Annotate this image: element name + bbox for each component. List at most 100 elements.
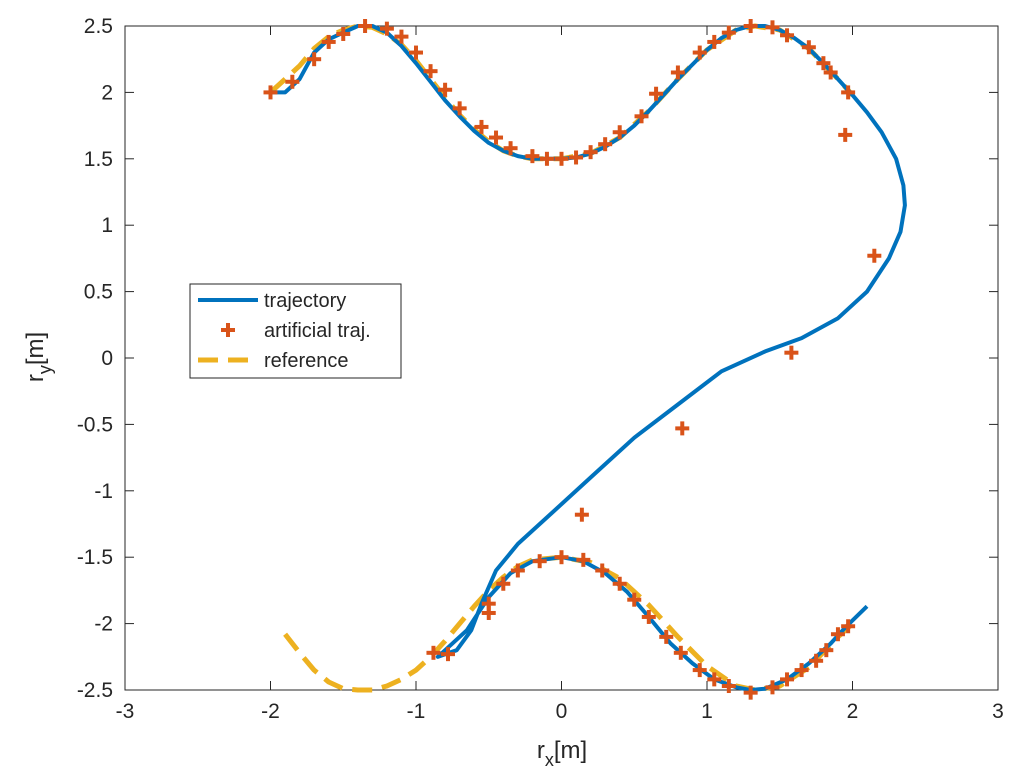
point-artificial-traj-15 bbox=[525, 149, 540, 164]
point-artificial-traj-9 bbox=[423, 64, 438, 79]
y-tick-label-2: -1.5 bbox=[77, 546, 113, 569]
point-artificial-traj-20 bbox=[598, 137, 613, 152]
point-artificial-traj-14 bbox=[503, 141, 518, 156]
x-tick-label-6: 3 bbox=[992, 700, 1004, 723]
point-artificial-traj-6 bbox=[379, 21, 394, 36]
x-tick-label-3: 0 bbox=[556, 700, 568, 723]
x-axis-label-main: r bbox=[537, 737, 545, 764]
y-tick-label-8: 1.5 bbox=[84, 148, 113, 171]
point-artificial-traj-59 bbox=[765, 680, 780, 695]
point-artificial-traj-44 bbox=[496, 576, 511, 591]
point-artificial-traj-47 bbox=[554, 550, 569, 565]
point-artificial-traj-29 bbox=[765, 20, 780, 35]
x-axis-ticks: -3 -2 -1 0 1 2 3 bbox=[116, 26, 1004, 723]
point-artificial-traj-64 bbox=[830, 627, 845, 642]
x-tick-label-5: 2 bbox=[847, 700, 859, 723]
point-artificial-traj-5 bbox=[358, 19, 373, 33]
point-artificial-traj-30 bbox=[780, 28, 795, 43]
point-artificial-traj-24 bbox=[670, 65, 685, 80]
point-artificial-traj-61 bbox=[794, 663, 809, 678]
series-trajectory-line bbox=[270, 24, 907, 692]
point-artificial-traj-46 bbox=[532, 554, 547, 569]
point-artificial-traj-7 bbox=[394, 29, 409, 44]
point-artificial-traj-8 bbox=[409, 45, 423, 60]
y-axis-label: ry[m] bbox=[22, 332, 55, 382]
x-tick-label-0: -3 bbox=[116, 700, 135, 723]
y-tick-label-1: -2 bbox=[94, 613, 113, 636]
point-artificial-traj-65 bbox=[841, 619, 856, 634]
point-artificial-traj-50 bbox=[612, 576, 627, 591]
y-axis-ticks: -2.5 -2 -1.5 -1 -0.5 0 0.5 1 1.5 2 2.5 bbox=[77, 15, 998, 702]
point-artificial-traj-39 bbox=[574, 507, 589, 522]
point-artificial-traj-60 bbox=[780, 672, 795, 687]
y-tick-label-6: 0.5 bbox=[84, 281, 113, 304]
series-layer bbox=[263, 19, 907, 700]
point-artificial-traj-17 bbox=[554, 151, 569, 166]
legend: trajectory artificial traj. reference bbox=[189, 283, 402, 379]
point-artificial-traj-62 bbox=[809, 653, 824, 668]
x-axis-label-subscript: x bbox=[545, 750, 554, 770]
point-artificial-traj-28 bbox=[743, 19, 758, 33]
point-artificial-traj-23 bbox=[649, 86, 664, 101]
legend-label-reference: reference bbox=[264, 350, 349, 372]
point-artificial-traj-4 bbox=[336, 26, 351, 41]
point-artificial-traj-13 bbox=[489, 130, 504, 145]
point-artificial-traj-16 bbox=[539, 151, 554, 166]
point-artificial-traj-37 bbox=[784, 345, 799, 360]
point-artificial-traj-12 bbox=[474, 119, 489, 134]
point-artificial-traj-55 bbox=[692, 663, 707, 678]
point-artificial-traj-27 bbox=[721, 25, 736, 40]
point-artificial-traj-45 bbox=[510, 563, 525, 578]
x-tick-label-2: -1 bbox=[407, 700, 426, 723]
y-tick-label-4: -0.5 bbox=[77, 413, 113, 436]
legend-label-trajectory: trajectory bbox=[264, 290, 346, 312]
point-artificial-traj-33 bbox=[823, 65, 838, 80]
y-tick-label-3: -1 bbox=[94, 480, 113, 503]
point-artificial-traj-2 bbox=[307, 52, 322, 67]
x-axis-label: rx[m] bbox=[537, 737, 587, 770]
x-tick-label-1: -2 bbox=[261, 700, 280, 723]
point-artificial-traj-52 bbox=[641, 609, 656, 624]
point-artificial-traj-26 bbox=[707, 34, 722, 49]
point-artificial-traj-1 bbox=[285, 74, 300, 89]
y-tick-label-10: 2.5 bbox=[84, 15, 113, 38]
point-artificial-traj-21 bbox=[612, 125, 627, 140]
point-artificial-traj-34 bbox=[841, 85, 856, 100]
y-axis-label-unit: [m] bbox=[22, 332, 49, 365]
point-artificial-traj-31 bbox=[801, 40, 816, 55]
point-artificial-traj-58 bbox=[743, 685, 758, 700]
series-artificial-traj bbox=[263, 19, 882, 700]
point-artificial-traj-10 bbox=[438, 82, 453, 97]
y-axis-label-main: r bbox=[22, 374, 49, 382]
point-artificial-traj-32 bbox=[816, 56, 831, 71]
point-artificial-traj-35 bbox=[838, 127, 853, 142]
point-artificial-traj-22 bbox=[634, 109, 649, 124]
point-artificial-traj-11 bbox=[452, 101, 467, 116]
point-artificial-traj-36 bbox=[867, 248, 882, 263]
legend-label-artificial-traj: artificial traj. bbox=[264, 320, 371, 342]
legend-swatch-artificial-traj bbox=[221, 323, 235, 337]
y-tick-label-7: 1 bbox=[101, 214, 113, 237]
point-artificial-traj-48 bbox=[576, 552, 591, 567]
x-tick-label-4: 1 bbox=[701, 700, 713, 723]
y-tick-label-0: -2.5 bbox=[77, 679, 113, 702]
point-artificial-traj-38 bbox=[675, 421, 690, 436]
point-artificial-traj-25 bbox=[692, 45, 707, 60]
point-artificial-traj-49 bbox=[595, 563, 610, 578]
y-axis-label-subscript: y bbox=[35, 365, 55, 374]
y-tick-label-5: 0 bbox=[101, 347, 113, 370]
point-artificial-traj-18 bbox=[569, 150, 584, 165]
point-artificial-traj-57 bbox=[721, 679, 736, 694]
point-artificial-traj-42 bbox=[426, 645, 441, 660]
y-tick-label-9: 2 bbox=[101, 81, 113, 104]
point-artificial-traj-63 bbox=[819, 643, 834, 658]
point-artificial-traj-41 bbox=[441, 647, 456, 662]
point-artificial-traj-56 bbox=[707, 672, 722, 687]
point-artificial-traj-51 bbox=[627, 592, 642, 607]
point-artificial-traj-43 bbox=[481, 596, 496, 611]
point-artificial-traj-19 bbox=[583, 145, 598, 160]
x-axis-label-unit: [m] bbox=[554, 737, 587, 764]
point-artificial-traj-3 bbox=[321, 34, 336, 49]
point-artificial-traj-53 bbox=[659, 629, 674, 644]
